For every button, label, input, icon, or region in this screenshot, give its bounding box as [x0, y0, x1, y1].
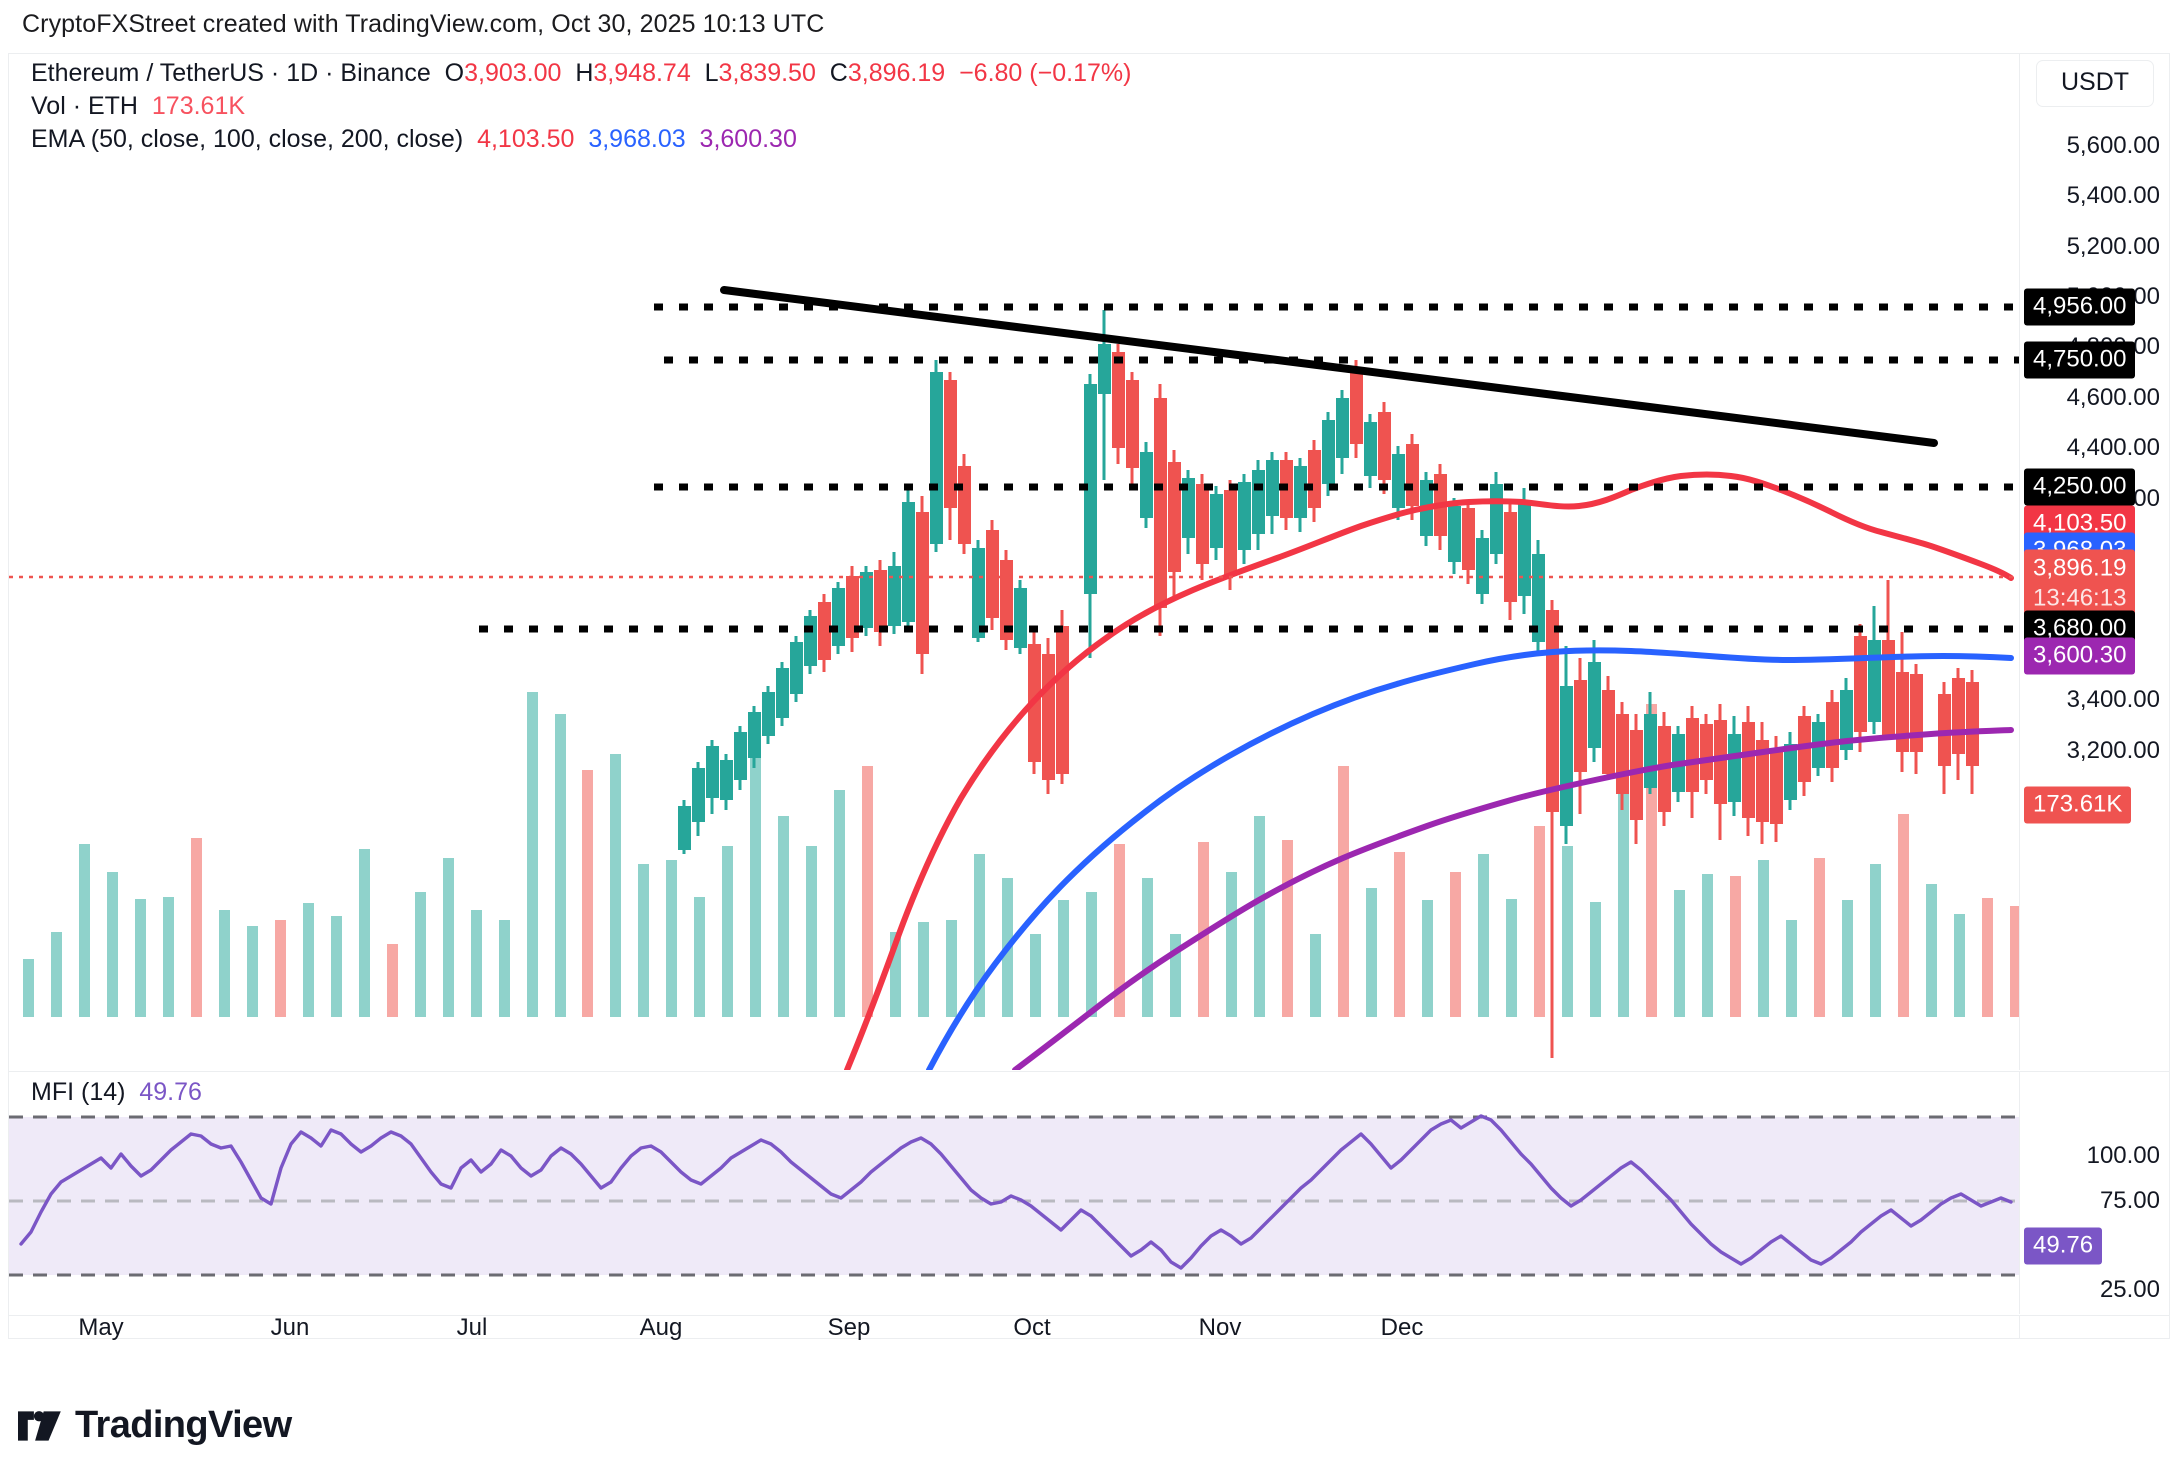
chart-frame: Ethereum / TetherUS · 1D · Binance O3,90…: [8, 53, 2170, 1341]
ema-200-line: [1012, 727, 2014, 1070]
time-tick-oct: Oct: [1013, 1313, 1051, 1341]
time-axis[interactable]: May Jun Jul Aug Sep Oct Nov Dec: [9, 1313, 2019, 1341]
time-tick-dec: Dec: [1380, 1313, 1424, 1341]
ema-100-line: [926, 647, 2014, 1070]
price-tick-4600: 4,600.00: [2066, 384, 2160, 411]
tradingview-mark-icon: [18, 1410, 61, 1441]
mfi-legend-label: MFI (14): [31, 1078, 126, 1106]
price-tick-4400: 4,400.00: [2066, 434, 2160, 461]
level-badge-4250[interactable]: 4,250.00: [2024, 468, 2136, 506]
mfi-value-badge[interactable]: 49.76: [2024, 1227, 2103, 1265]
tradingview-logo: TradingView: [18, 1404, 292, 1447]
price-tick-3200: 3,200.00: [2066, 737, 2160, 764]
ema-50-line: [844, 471, 2014, 1070]
level-badge-4750[interactable]: 4,750.00: [2024, 341, 2136, 379]
currency-chip[interactable]: USDT: [2036, 60, 2154, 107]
mfi-plot: [9, 1114, 2019, 1277]
ema200-badge[interactable]: 3,600.30: [2024, 637, 2136, 675]
volume-histogram: [23, 692, 2019, 1017]
mfi-pane[interactable]: MFI (14) 49.76: [9, 1071, 2019, 1314]
price-tick-5400: 5,400.00: [2066, 182, 2160, 209]
price-tick-5200: 5,200.00: [2066, 233, 2160, 260]
mfi-line: [19, 1114, 2013, 1270]
mfi-scale[interactable]: 100.00 75.00 25.00 49.76: [2019, 1071, 2170, 1314]
mfi-legend-value: 49.76: [139, 1078, 202, 1106]
attribution-text: CryptoFXStreet created with TradingView.…: [22, 10, 825, 38]
level-badge-4956[interactable]: 4,956.00: [2024, 288, 2136, 326]
price-plot: [9, 286, 2019, 1070]
price-tick-5600: 5,600.00: [2066, 132, 2160, 159]
price-pane[interactable]: Ethereum / TetherUS · 1D · Binance O3,90…: [9, 54, 2019, 1070]
bar-countdown: 13:46:13: [2033, 584, 2127, 612]
time-tick-may: May: [78, 1313, 124, 1341]
last-price-badge[interactable]: 3,896.19 13:46:13: [2024, 549, 2136, 619]
time-tick-jul: Jul: [456, 1313, 488, 1341]
time-tick-jun: Jun: [270, 1313, 310, 1341]
mfi-tick-100: 100.00: [2086, 1142, 2160, 1169]
last-price-value: 3,896.19: [2033, 554, 2127, 582]
trendline: [720, 286, 1938, 447]
price-scale[interactable]: USDT 5,600.00 5,400.00 5,200.00 5,000.00…: [2019, 54, 2170, 1070]
time-tick-nov: Nov: [1198, 1313, 1242, 1341]
volume-badge[interactable]: 173.61K: [2024, 786, 2132, 824]
mfi-tick-25: 25.00: [2099, 1276, 2160, 1303]
mfi-tick-75: 75.00: [2099, 1187, 2160, 1214]
time-tick-aug: Aug: [639, 1313, 683, 1341]
tradingview-wordmark: TradingView: [75, 1404, 292, 1446]
price-tick-3400: 3,400.00: [2066, 686, 2160, 713]
mfi-legend: MFI (14) 49.76: [31, 1078, 202, 1107]
time-tick-sep: Sep: [827, 1313, 871, 1341]
scale-footer-cell: [2019, 1315, 2170, 1339]
